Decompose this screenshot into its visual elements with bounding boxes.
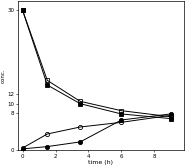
X-axis label: time (h): time (h) [88,160,113,165]
Y-axis label: conc.: conc. [1,68,6,83]
